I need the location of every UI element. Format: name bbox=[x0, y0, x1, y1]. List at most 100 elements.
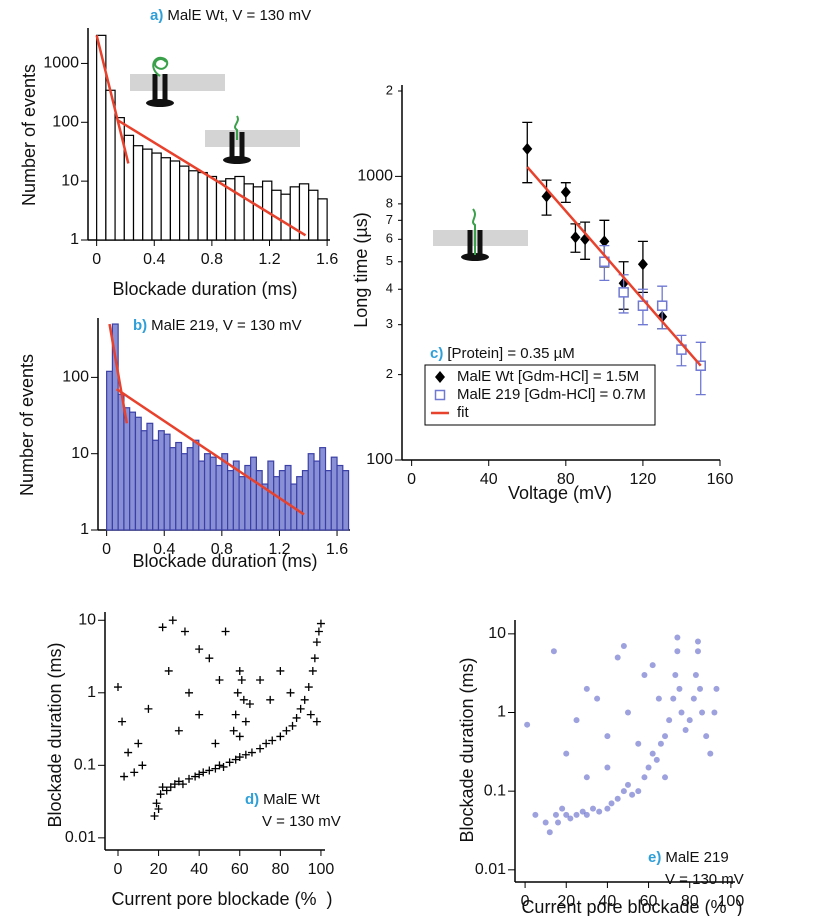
x-tick-label: 1.2 bbox=[258, 251, 280, 268]
plus-marker bbox=[276, 666, 285, 675]
fit-line bbox=[95, 35, 130, 164]
x-tick-label: 0 bbox=[407, 471, 416, 488]
plus-marker bbox=[245, 700, 254, 709]
plus-marker bbox=[247, 748, 256, 757]
bar bbox=[296, 476, 304, 531]
circle-marker bbox=[583, 811, 590, 818]
bar bbox=[317, 198, 328, 241]
plus-marker bbox=[138, 761, 147, 770]
panel-title: [Protein] = 0.35 µM bbox=[447, 345, 574, 362]
y-axis-title: Number of events bbox=[19, 64, 39, 206]
bar bbox=[227, 470, 234, 531]
y-tick-label: 1000 bbox=[357, 168, 393, 185]
legend-label: fit bbox=[457, 404, 470, 421]
panel-heading: e) MalE 219 bbox=[648, 849, 729, 866]
panel-title: MalE 219, V = 130 mV bbox=[151, 317, 302, 334]
square-marker bbox=[618, 287, 629, 298]
circle-marker bbox=[614, 795, 621, 802]
x-tick-label: 1.6 bbox=[316, 251, 338, 268]
plus-marker bbox=[178, 780, 187, 789]
circle-marker bbox=[641, 774, 648, 781]
y-tick-label: 0.01 bbox=[475, 861, 506, 878]
circle-marker bbox=[573, 811, 580, 818]
legend-label: MalE 219 [Gdm-HCl] = 0.7M bbox=[457, 386, 646, 403]
circle-marker bbox=[662, 774, 669, 781]
circle-marker bbox=[567, 815, 574, 822]
y-tick-label: 6 bbox=[386, 231, 393, 246]
circle-marker bbox=[674, 634, 681, 641]
bar bbox=[152, 439, 160, 531]
plus-marker bbox=[231, 710, 240, 719]
circle-marker bbox=[546, 829, 553, 836]
plus-marker bbox=[195, 645, 204, 654]
circle-marker bbox=[694, 648, 701, 655]
plus-marker bbox=[152, 799, 161, 808]
diamond-marker bbox=[522, 142, 533, 155]
plus-marker bbox=[215, 676, 224, 685]
x-tick-label: 40 bbox=[190, 861, 208, 878]
circle-marker bbox=[608, 800, 615, 807]
panel-title: MalE Wt, V = 130 mV bbox=[167, 7, 311, 24]
plus-marker bbox=[191, 772, 200, 781]
plus-marker bbox=[164, 666, 173, 675]
plus-marker bbox=[233, 688, 242, 697]
circle-marker bbox=[697, 685, 704, 692]
panel-heading: c) [Protein] = 0.35 µM bbox=[430, 345, 575, 362]
plus-marker bbox=[256, 744, 265, 753]
plus-marker bbox=[144, 704, 153, 713]
fit-line bbox=[116, 388, 305, 516]
plus-marker bbox=[235, 732, 244, 741]
circle-marker bbox=[563, 811, 570, 818]
y-tick-label: 8 bbox=[386, 195, 393, 210]
bar bbox=[330, 456, 338, 531]
panel-label: b) bbox=[133, 317, 147, 334]
plus-marker bbox=[199, 768, 208, 777]
bar bbox=[273, 476, 281, 531]
circle-marker bbox=[624, 709, 631, 716]
plus-marker bbox=[158, 623, 167, 632]
panel-heading: b) MalE 219, V = 130 mV bbox=[133, 317, 302, 334]
y-tick-label: 100 bbox=[62, 369, 89, 386]
plus-marker bbox=[185, 688, 194, 697]
square-marker bbox=[656, 300, 668, 311]
circle-marker bbox=[550, 648, 557, 655]
panel-label: d) bbox=[245, 791, 259, 808]
x-tick-label: 0 bbox=[92, 251, 101, 268]
bar bbox=[234, 175, 245, 241]
x-tick-label: 0.4 bbox=[143, 251, 165, 268]
plus-marker bbox=[239, 695, 248, 704]
circle-marker bbox=[657, 740, 664, 747]
panel-label: e) bbox=[648, 849, 661, 866]
plus-marker bbox=[288, 721, 297, 730]
x-tick-label: 100 bbox=[308, 861, 335, 878]
y-tick-label: 10 bbox=[78, 611, 96, 628]
plus-marker bbox=[229, 726, 238, 735]
bar bbox=[215, 464, 223, 531]
pore-cartoon bbox=[130, 56, 225, 107]
plus-marker bbox=[134, 739, 143, 748]
circle-marker bbox=[692, 671, 699, 678]
circle-marker bbox=[542, 819, 549, 826]
circle-marker bbox=[676, 685, 683, 692]
plus-marker bbox=[120, 772, 129, 781]
bar bbox=[192, 439, 200, 531]
plus-marker bbox=[174, 777, 183, 786]
bar bbox=[134, 416, 142, 531]
plus-marker bbox=[286, 688, 295, 697]
circle-marker bbox=[604, 764, 611, 771]
circle-marker bbox=[655, 695, 662, 702]
plus-marker bbox=[235, 666, 244, 675]
y-axis-title: Blockade duration (ms) bbox=[45, 642, 65, 827]
bar bbox=[146, 422, 154, 531]
circle-marker bbox=[596, 808, 603, 815]
x-tick-label: 60 bbox=[231, 861, 249, 878]
bar bbox=[169, 447, 177, 531]
x-tick-label: 80 bbox=[681, 893, 699, 910]
bar bbox=[336, 464, 344, 531]
plus-marker bbox=[180, 627, 189, 636]
plus-marker bbox=[296, 704, 305, 713]
bar bbox=[221, 453, 229, 531]
annotation: V = 130 mV bbox=[262, 813, 341, 830]
circle-marker bbox=[699, 709, 706, 716]
